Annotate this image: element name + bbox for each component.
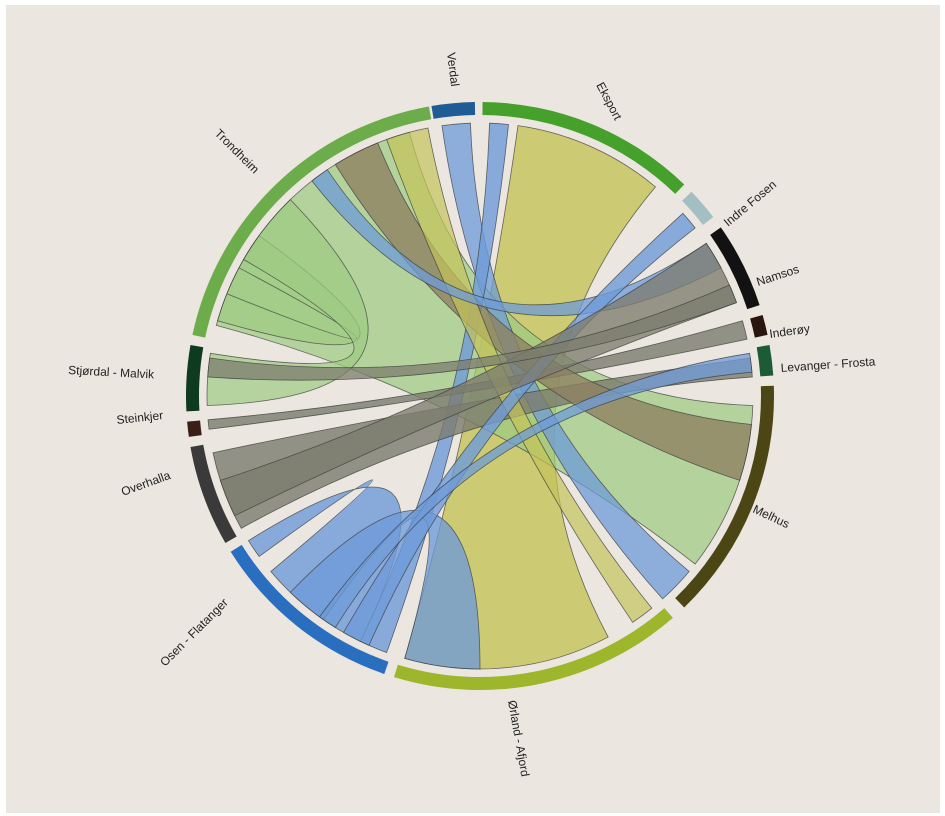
arc-eksport (482, 102, 685, 194)
label-orland-afjord: Ørland - Afjord (505, 699, 532, 778)
label-melhus: Melhus (751, 502, 792, 531)
arc-osen (230, 544, 389, 674)
arc-steinkjer (187, 420, 202, 437)
label-verdal: Verdal (444, 52, 462, 87)
diagram-canvas: Verdal Eksport Indre Fosen Namsos Inderø… (6, 5, 940, 813)
label-osen-flatanger: Osen - Flatanger (157, 596, 231, 670)
ribbon-layer (206, 122, 754, 670)
arc-inderoy (750, 314, 768, 338)
label-indre-fosen: Indre Fosen (721, 177, 779, 229)
label-steinkjer: Steinkjer (116, 408, 164, 427)
label-trondheim: Trondheim (212, 126, 262, 176)
arc-indre (682, 191, 714, 225)
chord-diagram: Verdal Eksport Indre Fosen Namsos Inderø… (68, 52, 876, 778)
label-overhalla: Overhalla (119, 468, 172, 499)
ribbon-stjordal-trondheim (206, 199, 369, 406)
label-inderoy: Inderøy (768, 321, 810, 341)
arc-melhus (675, 385, 774, 608)
label-stjordal-malvik: Stjørdal - Malvik (68, 363, 156, 382)
ribbon-levanger-osen (318, 352, 753, 629)
arc-levanger (756, 344, 774, 377)
label-levanger-frosta: Levanger - Frosta (780, 354, 876, 375)
label-eksport: Eksport (593, 80, 625, 123)
arc-stjordal (186, 344, 204, 412)
segment-arc-layer (186, 102, 774, 691)
ribbon-trondheim-orland (386, 127, 653, 623)
ribbon-steinkjer-inderoy (207, 320, 748, 430)
ribbon-stjordal-namsos (207, 284, 738, 381)
label-namsos: Namsos (755, 262, 801, 289)
arc-overhalla (190, 444, 237, 543)
arc-verdal (431, 102, 476, 119)
arc-orland (394, 608, 673, 691)
arc-namsos (710, 227, 760, 310)
ribbon-eksport-osen (359, 122, 509, 654)
